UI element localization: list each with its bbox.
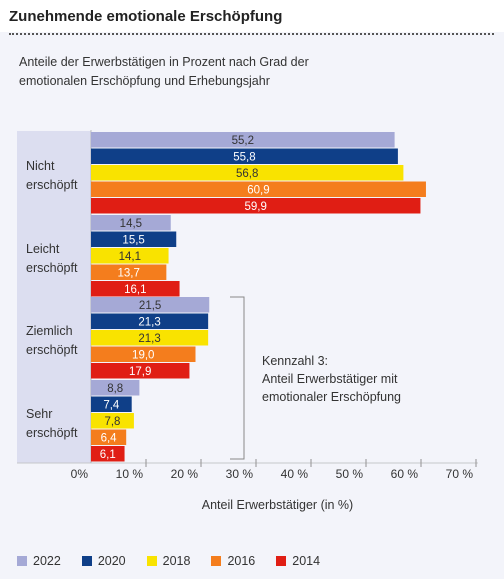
legend-swatch xyxy=(276,556,287,566)
bar xyxy=(91,215,171,231)
bar xyxy=(91,363,190,379)
bar xyxy=(91,330,209,346)
x-tick-label: 40 % xyxy=(281,467,309,481)
bar xyxy=(91,248,169,264)
chart-title: Zunehmende emotionale Erschöpfung xyxy=(9,8,283,25)
annotation-line: Anteil Erwerbstätiger mit xyxy=(262,372,398,386)
data-label: 8,8 xyxy=(107,383,123,395)
bar xyxy=(91,429,127,445)
data-label: 7,4 xyxy=(103,400,120,412)
data-label: 59,9 xyxy=(245,201,267,213)
x-tick-label: 0% xyxy=(71,467,89,481)
x-tick-label: 70 % xyxy=(446,467,474,481)
legend-item: 2016 xyxy=(211,554,255,568)
category-background xyxy=(17,379,91,463)
data-label: 6,4 xyxy=(101,433,118,445)
chart-subtitle: Anteile der Erwerbstätigen in Prozent na… xyxy=(19,55,309,88)
bar xyxy=(91,148,398,164)
data-label: 56,8 xyxy=(236,168,258,180)
x-axis-label: Anteil Erwerbstätiger (in %) xyxy=(201,498,354,512)
category-label: Nicht xyxy=(26,159,55,173)
category-label: erschöpft xyxy=(26,426,78,440)
annotation-line: Kennzahl 3: xyxy=(262,354,329,368)
annotation: Kennzahl 3: Anteil Erwerbstätiger mit em… xyxy=(262,352,472,406)
bar xyxy=(91,297,210,313)
x-tick-label: 50 % xyxy=(336,467,364,481)
bar xyxy=(91,446,125,462)
bar xyxy=(91,313,209,329)
annotation-line: emotionaler Erschöpfung xyxy=(262,390,401,404)
data-label: 60,9 xyxy=(247,185,269,197)
legend-label: 2022 xyxy=(33,554,61,568)
category-label: Sehr xyxy=(26,407,52,421)
data-label: 17,9 xyxy=(129,366,151,378)
data-label: 13,7 xyxy=(117,268,139,280)
data-label: 21,3 xyxy=(138,333,160,345)
bar xyxy=(91,198,421,214)
category-background xyxy=(17,214,91,298)
data-label: 6,1 xyxy=(100,449,116,461)
bar xyxy=(91,346,196,362)
legend-label: 2018 xyxy=(162,554,191,568)
legend-label: 2016 xyxy=(227,554,256,568)
data-label: 55,2 xyxy=(232,135,254,147)
legend-item: 2022 xyxy=(17,554,61,568)
category-label: erschöpft xyxy=(26,343,78,357)
legend: 2022 2020 2018 2016 2014 xyxy=(17,553,341,569)
bar xyxy=(91,413,134,429)
data-label: 16,1 xyxy=(124,284,146,296)
bar xyxy=(91,165,404,181)
data-label: 14,5 xyxy=(120,218,142,230)
bar xyxy=(91,380,140,396)
data-label: 55,8 xyxy=(233,152,255,164)
category-background xyxy=(17,131,91,215)
legend-swatch xyxy=(81,556,92,566)
data-label: 21,5 xyxy=(139,300,161,312)
data-label: 7,8 xyxy=(104,416,120,428)
category-label: erschöpft xyxy=(26,261,78,275)
bar xyxy=(91,396,132,412)
data-label: 14,1 xyxy=(119,251,141,263)
data-label: 15,5 xyxy=(122,235,144,247)
bar xyxy=(91,264,167,280)
category-label: Ziemlich xyxy=(26,324,73,338)
data-label: 21,3 xyxy=(138,317,160,329)
legend-item: 2018 xyxy=(146,554,191,568)
category-label: Leicht xyxy=(26,242,60,256)
legend-label: 2020 xyxy=(97,554,126,568)
title-divider xyxy=(9,33,494,35)
legend-swatch xyxy=(17,556,27,566)
annotation-bracket xyxy=(230,296,245,460)
x-tick-label: 20 % xyxy=(171,467,199,481)
legend-swatch xyxy=(211,556,222,566)
category-label: erschöpft xyxy=(26,178,78,192)
data-label: 19,0 xyxy=(132,350,154,362)
title-bar xyxy=(0,0,504,32)
legend-label: 2014 xyxy=(292,554,321,568)
x-tick-label: 10 % xyxy=(116,467,144,481)
legend-item: 2014 xyxy=(276,554,320,568)
category-background xyxy=(17,296,91,380)
legend-item: 2020 xyxy=(81,554,126,568)
bar xyxy=(91,281,180,297)
x-tick-label: 30 % xyxy=(226,467,254,481)
legend-swatch xyxy=(146,556,157,566)
x-tick-label: 60 % xyxy=(391,467,419,481)
bar xyxy=(91,132,395,148)
bar xyxy=(91,231,177,247)
bar xyxy=(91,181,426,197)
